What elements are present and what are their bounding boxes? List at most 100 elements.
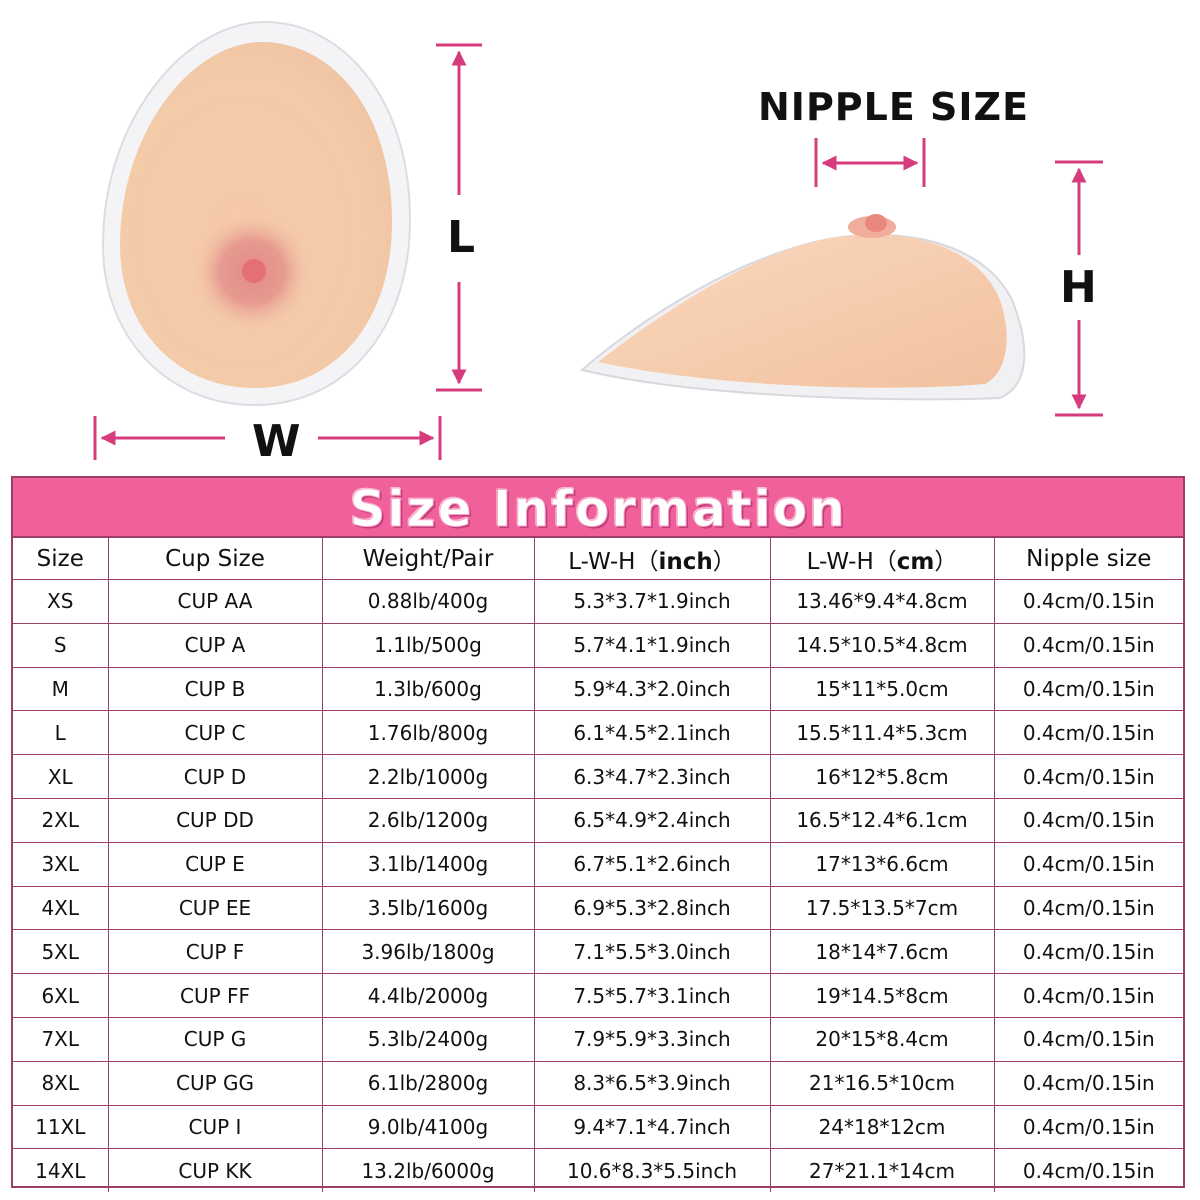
cell-lwh-inch: 7.5*5.7*3.1inch bbox=[533, 973, 771, 1018]
product-illustration bbox=[93, 20, 1103, 460]
header-lwh-inch-unit: inch bbox=[658, 548, 713, 575]
height-label: H bbox=[1060, 262, 1097, 313]
cell-size: XL bbox=[13, 754, 109, 799]
cell-lwh-cm: 14.5*10.5*4.8cm bbox=[769, 622, 995, 668]
cell-cup-size: CUP KK bbox=[107, 1148, 323, 1193]
cell-lwh-cm: 17*13*6.6cm bbox=[769, 841, 995, 887]
cell-nipple-size: 0.4cm/0.15in bbox=[993, 1148, 1183, 1193]
cell-size: 4XL bbox=[13, 885, 109, 931]
table-row: 7XL CUP G 5.3lb/2400g 7.9*5.9*3.3inch 20*15*… bbox=[13, 1016, 1183, 1062]
cell-lwh-cm: 20*15*8.4cm bbox=[769, 1016, 995, 1062]
cell-weight: 3.5lb/1600g bbox=[321, 885, 535, 931]
width-arrow bbox=[93, 416, 442, 460]
cell-nipple-size: 0.4cm/0.15in bbox=[993, 710, 1183, 756]
cell-lwh-inch: 6.5*4.9*2.4inch bbox=[533, 797, 771, 843]
table-row: XS CUP AA 0.88lb/400g 5.3*3.7*1.9inch 13.46*… bbox=[13, 579, 1183, 624]
cell-cup-size: CUP G bbox=[107, 1016, 323, 1062]
cell-nipple-size: 0.4cm/0.15in bbox=[993, 1104, 1183, 1150]
table-row: XL CUP D 2.2lb/1000g 6.3*4.7*2.3inch 16*12*5… bbox=[13, 754, 1183, 799]
cell-size: 7XL bbox=[13, 1016, 109, 1062]
nipple-shape bbox=[242, 259, 266, 283]
front-view-breast-form bbox=[101, 20, 412, 407]
header-lwh-inch: L-W-H（inch） bbox=[533, 538, 771, 580]
cell-cup-size: CUP D bbox=[107, 754, 323, 799]
cell-nipple-size: 0.4cm/0.15in bbox=[993, 797, 1183, 843]
side-view-breast-form bbox=[579, 214, 1026, 401]
cell-size: 8XL bbox=[13, 1060, 109, 1106]
cell-size: 2XL bbox=[13, 797, 109, 843]
cell-lwh-inch: 6.1*4.5*2.1inch bbox=[533, 710, 771, 756]
table-row: 2XL CUP DD 2.6lb/1200g 6.5*4.9*2.4inch 16.5*… bbox=[13, 797, 1183, 843]
table-row: L CUP C 1.76lb/800g 6.1*4.5*2.1inch 15.5*11.… bbox=[13, 710, 1183, 756]
cell-lwh-inch: 7.9*5.9*3.3inch bbox=[533, 1016, 771, 1062]
cell-weight: 1.76lb/800g bbox=[321, 710, 535, 756]
cell-lwh-inch: 5.7*4.1*1.9inch bbox=[533, 622, 771, 668]
cell-lwh-inch: 9.4*7.1*4.7inch bbox=[533, 1104, 771, 1150]
table-title: Size Information bbox=[349, 480, 847, 539]
cell-lwh-cm: 21*16.5*10cm bbox=[769, 1060, 995, 1106]
cell-lwh-cm: 16*12*5.8cm bbox=[769, 754, 995, 799]
nipple-size-arrow bbox=[814, 138, 926, 187]
cell-weight: 6.1lb/2800g bbox=[321, 1060, 535, 1106]
cell-cup-size: CUP GG bbox=[107, 1060, 323, 1106]
cell-size: 6XL bbox=[13, 973, 109, 1018]
cell-size: 14XL bbox=[13, 1148, 109, 1193]
cell-cup-size: CUP A bbox=[107, 622, 323, 668]
cell-weight: 5.3lb/2400g bbox=[321, 1016, 535, 1062]
height-arrow bbox=[1055, 160, 1103, 417]
cell-lwh-inch: 6.7*5.1*2.6inch bbox=[533, 841, 771, 887]
cell-lwh-cm: 27*21.1*14cm bbox=[769, 1148, 995, 1193]
cell-cup-size: CUP C bbox=[107, 710, 323, 756]
product-dimension-diagram: L W H NIPPLE SIZE bbox=[0, 0, 1200, 470]
table-row: 14XL CUP KK 13.2lb/6000g 10.6*8.3*5.5inch 27… bbox=[13, 1148, 1183, 1193]
cell-lwh-inch: 8.3*6.5*3.9inch bbox=[533, 1060, 771, 1106]
cell-lwh-inch: 5.3*3.7*1.9inch bbox=[533, 579, 771, 624]
cell-lwh-cm: 15*11*5.0cm bbox=[769, 666, 995, 712]
cell-nipple-size: 0.4cm/0.15in bbox=[993, 666, 1183, 712]
cell-nipple-size: 0.4cm/0.15in bbox=[993, 1016, 1183, 1062]
cell-lwh-cm: 19*14.5*8cm bbox=[769, 973, 995, 1018]
cell-nipple-size: 0.4cm/0.15in bbox=[993, 973, 1183, 1018]
length-label: L bbox=[447, 212, 476, 263]
cell-cup-size: CUP EE bbox=[107, 885, 323, 931]
cell-nipple-size: 0.4cm/0.15in bbox=[993, 929, 1183, 975]
cell-size: 3XL bbox=[13, 841, 109, 887]
cell-size: XS bbox=[13, 579, 109, 624]
cell-cup-size: CUP F bbox=[107, 929, 323, 975]
size-table: Size Cup Size Weight/Pair L-W-H（inch） L-… bbox=[13, 538, 1183, 1193]
nipple-size-label: NIPPLE SIZE bbox=[758, 85, 1030, 129]
cell-lwh-cm: 18*14*7.6cm bbox=[769, 929, 995, 975]
cell-nipple-size: 0.4cm/0.15in bbox=[993, 579, 1183, 624]
cell-lwh-inch: 6.9*5.3*2.8inch bbox=[533, 885, 771, 931]
size-information-table: Size Information Size Cup Size Weight/Pa… bbox=[11, 476, 1185, 1193]
cell-weight: 1.1lb/500g bbox=[321, 622, 535, 668]
header-lwh-inch-suffix: ） bbox=[712, 548, 736, 575]
table-title-banner: Size Information bbox=[13, 478, 1183, 539]
cell-lwh-inch: 10.6*8.3*5.5inch bbox=[533, 1148, 771, 1193]
cell-weight: 1.3lb/600g bbox=[321, 666, 535, 712]
cell-nipple-size: 0.4cm/0.15in bbox=[993, 622, 1183, 668]
cell-cup-size: CUP DD bbox=[107, 797, 323, 843]
table-row: 8XL CUP GG 6.1lb/2800g 8.3*6.5*3.9inch 21*16… bbox=[13, 1060, 1183, 1106]
cell-nipple-size: 0.4cm/0.15in bbox=[993, 841, 1183, 887]
table-row: 4XL CUP EE 3.5lb/1600g 6.9*5.3*2.8inch 17.5*… bbox=[13, 885, 1183, 931]
cell-lwh-cm: 17.5*13.5*7cm bbox=[769, 885, 995, 931]
cell-weight: 4.4lb/2000g bbox=[321, 973, 535, 1018]
table-row: 11XL CUP I 9.0lb/4100g 9.4*7.1*4.7inch 24*18… bbox=[13, 1104, 1183, 1150]
cell-size: 5XL bbox=[13, 929, 109, 975]
cell-lwh-inch: 6.3*4.7*2.3inch bbox=[533, 754, 771, 799]
cell-weight: 13.2lb/6000g bbox=[321, 1148, 535, 1193]
cell-cup-size: CUP FF bbox=[107, 973, 323, 1018]
cell-nipple-size: 0.4cm/0.15in bbox=[993, 885, 1183, 931]
header-weight: Weight/Pair bbox=[321, 538, 535, 580]
cell-cup-size: CUP AA bbox=[107, 579, 323, 624]
cell-weight: 9.0lb/4100g bbox=[321, 1104, 535, 1150]
cell-size: S bbox=[13, 622, 109, 668]
width-label: W bbox=[252, 416, 301, 467]
cell-lwh-inch: 5.9*4.3*2.0inch bbox=[533, 666, 771, 712]
cell-nipple-size: 0.4cm/0.15in bbox=[993, 754, 1183, 799]
cell-size: M bbox=[13, 666, 109, 712]
table-row: S CUP A 1.1lb/500g 5.7*4.1*1.9inch 14.5*10.5… bbox=[13, 622, 1183, 668]
side-nipple-shape bbox=[865, 214, 887, 232]
header-size: Size bbox=[13, 538, 109, 580]
